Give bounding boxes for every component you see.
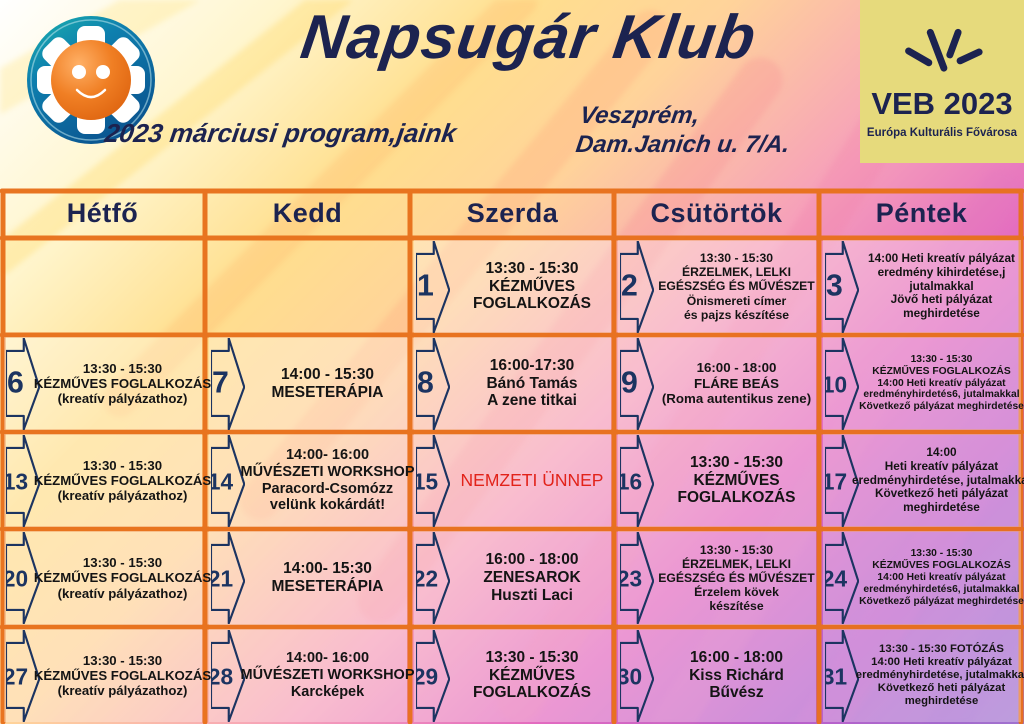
svg-text:13: 13 (6, 468, 28, 494)
svg-text:22: 22 (416, 566, 438, 592)
svg-text:21: 21 (211, 566, 233, 592)
svg-text:2: 2 (621, 269, 638, 302)
svg-text:10: 10 (825, 371, 847, 397)
svg-text:23: 23 (620, 566, 642, 592)
svg-text:30: 30 (620, 663, 642, 689)
svg-text:28: 28 (211, 663, 233, 689)
svg-text:15: 15 (416, 468, 438, 494)
svg-text:17: 17 (825, 468, 847, 494)
svg-text:6: 6 (7, 366, 24, 399)
svg-text:3: 3 (826, 269, 843, 302)
svg-text:31: 31 (825, 663, 847, 689)
svg-text:16: 16 (620, 468, 642, 494)
svg-text:24: 24 (825, 566, 847, 592)
svg-text:7: 7 (212, 366, 229, 399)
svg-text:20: 20 (6, 566, 28, 592)
svg-text:1: 1 (417, 269, 434, 302)
svg-text:14: 14 (211, 468, 233, 494)
svg-text:9: 9 (621, 366, 638, 399)
svg-text:8: 8 (417, 366, 434, 399)
svg-text:29: 29 (416, 663, 438, 689)
svg-text:27: 27 (6, 663, 28, 689)
